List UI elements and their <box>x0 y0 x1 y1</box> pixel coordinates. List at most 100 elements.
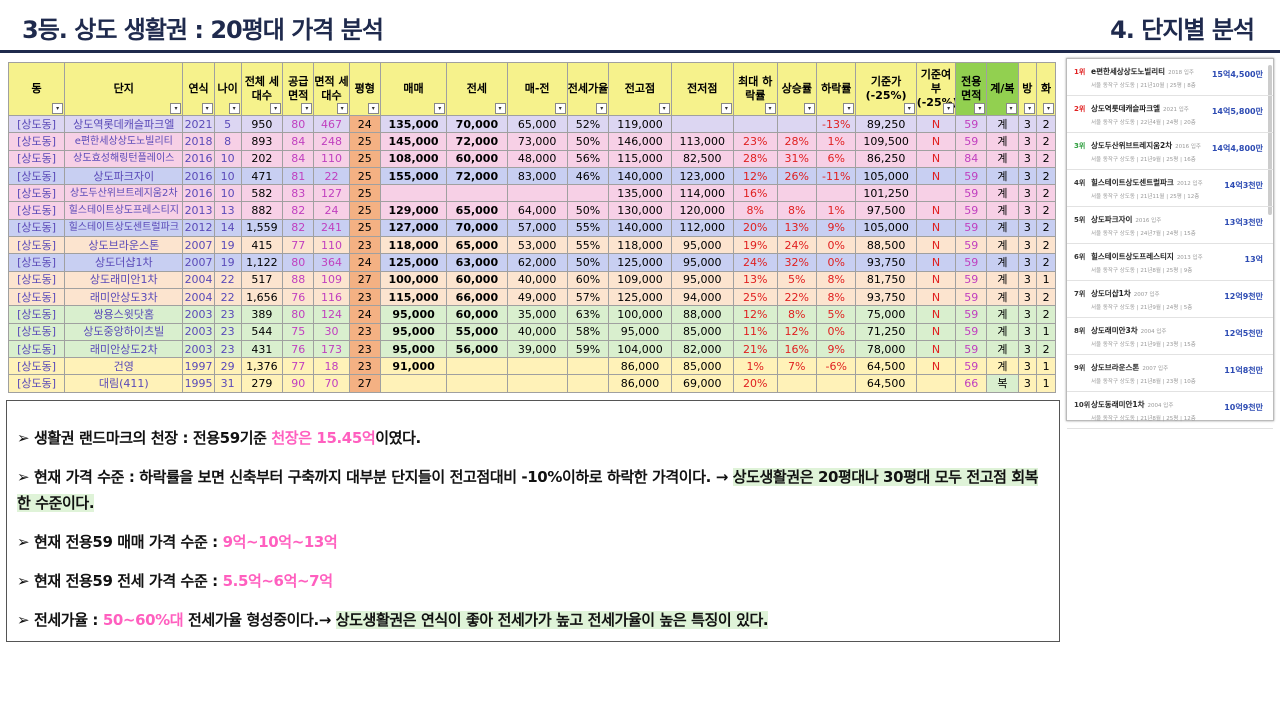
table-cell: 112,000 <box>670 218 734 238</box>
ranking-item[interactable]: 10위 상도동래미안1차 2004 입주 서울 동작구 상도동 | 21년8월 | 2… <box>1067 392 1273 429</box>
filter-dropdown-icon[interactable]: ▾ <box>336 103 348 114</box>
ranking-complex-name: 힐스테이트상도센트럴파크 <box>1091 178 1174 187</box>
ranking-item[interactable]: 4위 힐스테이트상도센트럴파크 2012 입주 서울 동작구 상도동 | 21년11월… <box>1067 170 1273 207</box>
filter-dropdown-icon[interactable]: ▾ <box>434 103 446 114</box>
column-header-label: 상승률 <box>781 82 812 95</box>
table-cell: 2 <box>1036 166 1056 186</box>
column-header-label: 평형 <box>354 82 375 95</box>
table-cell: 힐스테이트상도센트럴파크 <box>64 218 184 238</box>
ranking-rank: 3위 <box>1074 142 1086 150</box>
filter-dropdown-icon[interactable]: ▾ <box>720 103 732 114</box>
table-cell: 계 <box>986 305 1019 324</box>
table-cell: N <box>915 253 957 272</box>
table-cell: 241 <box>313 218 350 238</box>
ranking-details: 서울 동작구 상도동 | 21년10월 | 25평 | 8층 <box>1091 83 1196 89</box>
filter-dropdown-icon[interactable]: ▾ <box>804 103 816 114</box>
ranking-item[interactable]: 9위 상도브라운스톤 2007 입주 서울 동작구 상도동 | 21년8월 | 23평… <box>1067 355 1273 392</box>
ranking-item[interactable]: 8위 상도래미안3차 2004 입주 서울 동작구 상도동 | 21년9월 | 23평… <box>1067 318 1273 355</box>
ranking-scrollbar[interactable] <box>1268 65 1272 215</box>
filter-dropdown-icon[interactable]: ▾ <box>270 103 282 114</box>
filter-dropdown-icon[interactable]: ▾ <box>494 103 506 114</box>
table-cell: 27 <box>348 270 381 289</box>
filter-dropdown-icon[interactable]: ▾ <box>367 103 379 114</box>
ranking-list: 1위 e편한세상상도노빌리티 2018 입주 서울 동작구 상도동 | 21년10월 … <box>1067 59 1273 429</box>
table-cell: 46% <box>566 166 610 186</box>
ranking-item[interactable]: 6위 힐스테이트상도프레스티지 2013 입주 서울 동작구 상도동 | 21년8월 … <box>1067 244 1273 281</box>
ranking-price: 12억5천만 <box>1224 329 1263 338</box>
table-cell: 86,000 <box>608 374 672 393</box>
table-cell: N <box>915 132 957 151</box>
column-header: 전세 ▾ <box>446 62 508 116</box>
table-cell: 쌍용스윗닷홈 <box>64 305 184 324</box>
filter-dropdown-icon[interactable]: ▾ <box>201 103 213 114</box>
table-cell: 21% <box>732 339 778 359</box>
filter-dropdown-icon[interactable]: ▾ <box>1005 103 1017 114</box>
ranking-item[interactable]: 2위 상도역롯데캐슬파크엘 2021 입주 서울 동작구 상도동 | 22년4월 | … <box>1067 96 1273 133</box>
table-cell: 25 <box>348 132 381 151</box>
table-cell: 계 <box>986 322 1019 341</box>
column-header-label: 전저점 <box>687 82 718 95</box>
table-cell: 16% <box>776 339 818 359</box>
filter-dropdown-icon[interactable]: ▾ <box>658 103 670 114</box>
table-cell: 18 <box>313 357 350 376</box>
table-cell: 93,750 <box>855 253 917 272</box>
filter-dropdown-icon[interactable]: ▾ <box>596 103 608 114</box>
column-header: 상승률 ▾ <box>776 62 818 116</box>
table-cell: 56,000 <box>446 339 508 359</box>
column-header-label: 전용 면적 <box>961 75 982 102</box>
table-cell: 115,000 <box>608 149 672 168</box>
table-cell <box>670 114 734 134</box>
ranking-rank: 7위 <box>1074 290 1086 298</box>
filter-dropdown-icon[interactable]: ▾ <box>301 103 313 114</box>
table-cell: 544 <box>240 322 284 341</box>
table-cell: 2 <box>1036 253 1056 272</box>
table-cell: N <box>915 201 957 220</box>
table-cell: 60,000 <box>446 305 508 324</box>
column-header-label: 단지 <box>113 82 134 95</box>
filter-dropdown-icon[interactable]: ▾ <box>554 103 566 114</box>
ranking-rank: 1위 <box>1074 68 1086 76</box>
table-cell: 2 <box>1036 305 1056 324</box>
table-cell: 2016 <box>182 149 215 168</box>
ranking-item[interactable]: 1위 e편한세상상도노빌리티 2018 입주 서울 동작구 상도동 | 21년10월 … <box>1067 59 1273 96</box>
table-cell: 계 <box>986 184 1019 203</box>
ranking-item[interactable]: 5위 상도파크자이 2016 입주 서울 동작구 상도동 | 24년7월 | 24평 … <box>1067 207 1273 244</box>
table-cell: 95,000 <box>670 270 734 289</box>
table-cell <box>446 184 508 203</box>
table-cell: 2 <box>1036 184 1056 203</box>
filter-dropdown-icon[interactable]: ▾ <box>1043 103 1054 114</box>
table-cell <box>776 374 818 393</box>
filter-dropdown-icon[interactable]: ▾ <box>974 103 986 114</box>
table-cell: 5 <box>213 114 242 134</box>
table-cell: 23 <box>213 339 242 359</box>
table-cell: 2 <box>1036 236 1056 255</box>
note-text: ➢ 생활권 랜드마크의 천장 : 전용59기준 <box>17 429 272 447</box>
ranking-item[interactable]: 3위 상도두산위브트레지움2차 2016 입주 서울 동작구 상도동 | 21년9월 … <box>1067 133 1273 170</box>
table-cell: 104,000 <box>608 339 672 359</box>
table-cell: 140,000 <box>608 166 672 186</box>
filter-dropdown-icon[interactable]: ▾ <box>903 103 915 114</box>
table-cell: 77 <box>282 357 315 376</box>
table-cell: 29 <box>213 357 242 376</box>
table-cell: 16% <box>732 184 778 203</box>
table-row: [상도동] 상도역롯데캐슬파크엘 2021 5 950 80 467 24 135,000 70,… <box>7 114 1056 134</box>
filter-dropdown-icon[interactable]: ▾ <box>1024 103 1036 114</box>
filter-dropdown-icon[interactable]: ▾ <box>843 103 855 114</box>
table-cell: 389 <box>240 305 284 324</box>
filter-dropdown-icon[interactable]: ▾ <box>943 103 955 114</box>
column-header: 평형 ▾ <box>348 62 381 116</box>
filter-dropdown-icon[interactable]: ▾ <box>764 103 776 114</box>
filter-dropdown-icon[interactable]: ▾ <box>170 103 182 114</box>
filter-dropdown-icon[interactable]: ▾ <box>228 103 240 114</box>
column-header: 전체 세대수 ▾ <box>240 62 284 116</box>
table-cell: 25 <box>348 149 381 168</box>
ranking-item[interactable]: 7위 상도더샵1차 2007 입주 서울 동작구 상도동 | 21년9월 | 24평 … <box>1067 281 1273 318</box>
table-cell: 49,000 <box>506 287 568 307</box>
table-cell: 0% <box>816 236 857 255</box>
table-cell: 59 <box>955 132 988 151</box>
filter-dropdown-icon[interactable]: ▾ <box>52 103 64 114</box>
column-header-label: 계/복 <box>990 82 1015 95</box>
table-cell: 3 <box>1017 184 1038 203</box>
ranking-name-group: 힐스테이트상도센트럴파크 2012 입주 <box>1091 177 1203 188</box>
table-cell: N <box>915 114 957 134</box>
